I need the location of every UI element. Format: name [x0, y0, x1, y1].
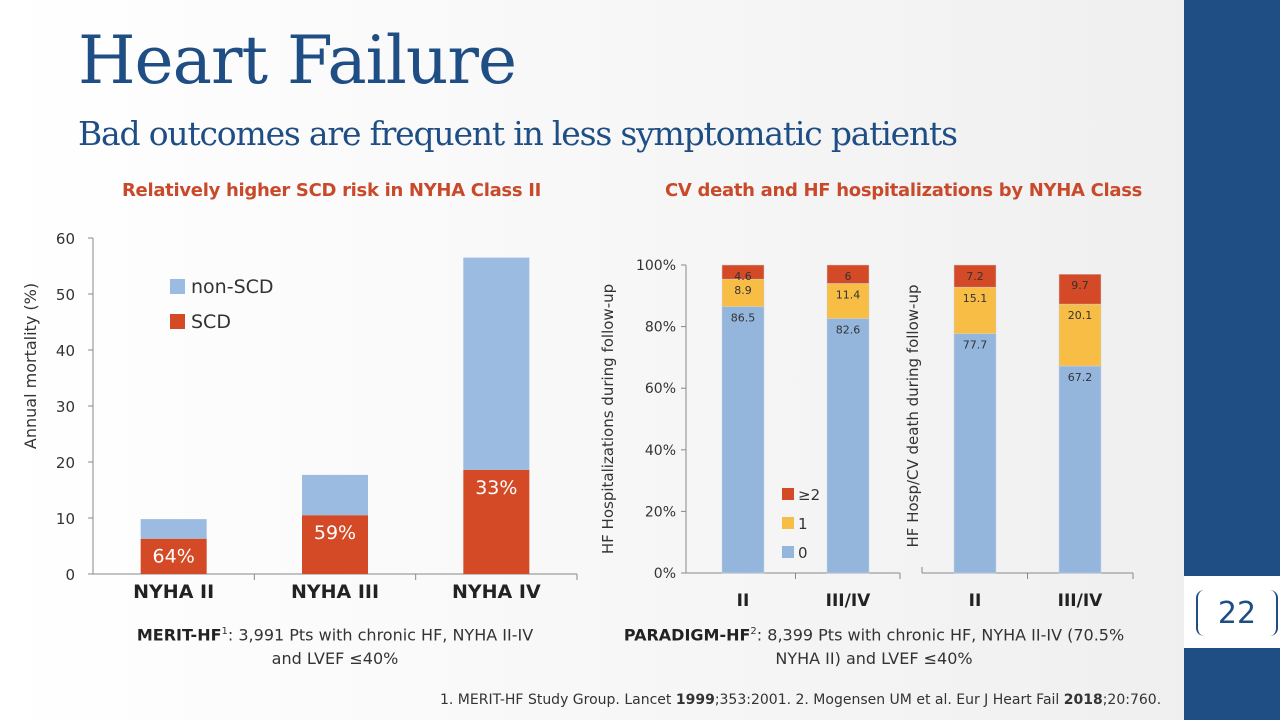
x-tick-label: NYHA III: [291, 581, 379, 603]
segment-value-label: 4.6: [734, 270, 752, 283]
reference-text: ;20:760.: [1102, 692, 1162, 708]
x-tick-label: NYHA II: [133, 581, 214, 603]
y-axis-label: HF Hosp/CV death during follow-up: [904, 285, 922, 548]
legend-label-non-scd: non-SCD: [191, 276, 274, 298]
y-tick-label: 10: [56, 510, 75, 528]
bar-non-scd: [463, 257, 530, 470]
y-tick-label: 60: [56, 230, 75, 248]
y-tick-label: 50: [56, 286, 75, 304]
bar-scd: [302, 515, 368, 574]
y-tick-label: 20%: [645, 504, 676, 520]
stack-segment-2plus: [721, 264, 765, 280]
slide-subtitle: Bad outcomes are frequent in less sympto…: [78, 114, 958, 153]
segment-value-label: 9.7: [1071, 279, 1089, 292]
bar-pct-label: 59%: [314, 522, 356, 544]
legend-swatch: [782, 546, 794, 558]
references: 1. MERIT-HF Study Group. Lancet 1999;353…: [440, 692, 1161, 708]
x-tick-label: NYHA IV: [452, 581, 541, 603]
legend-label: ≥2: [798, 486, 820, 504]
legend-swatch-non-scd: [170, 279, 185, 294]
segment-value-label: 77.7: [963, 339, 988, 352]
reference-year: 2018: [1063, 692, 1103, 708]
paradigm-hf-hosp-chart: 0% 20% 40% 60% 80% 100% 86.5 8.94.6 II 82.6 11.4 6 I…: [599, 258, 901, 611]
caption-text: : 3,991 Pts with chronic HF, NYHA II-IV: [227, 625, 534, 645]
slide-title: Heart Failure: [78, 22, 517, 99]
paradigm-hf-death-chart: 77.7 15.1 7.2 II 67.2 20.1 9.7 III/IV HF Hosp/CV…: [904, 264, 1134, 611]
caption-superscript: 1: [221, 626, 228, 637]
x-tick-label: II: [737, 591, 750, 611]
segment-value-label: 82.6: [836, 324, 861, 337]
y-tick-label: 60%: [645, 381, 676, 397]
right-chart-caption: PARADIGM-HF2: 8,399 Pts with chronic HF,…: [600, 620, 1148, 671]
merit-hf-chart: 0 10 20 30 40 50 60 64% NYHA II 59% NYHA III 33% NYH…: [21, 230, 578, 603]
stack-segment-2plus: [1058, 273, 1102, 305]
legend-swatch: [782, 488, 794, 500]
stack-segment-0: [826, 318, 870, 574]
segment-value-label: 67.2: [1068, 371, 1093, 384]
segment-value-label: 7.2: [966, 270, 984, 283]
stack-segment-1: [953, 286, 997, 334]
bar-scd: [140, 538, 207, 574]
reference-text: ;353:2001. 2. Mogensen UM et al. Eur J H…: [714, 692, 1064, 708]
y-tick-label: 80%: [645, 320, 676, 336]
reference-text: 1. MERIT-HF Study Group. Lancet: [440, 692, 676, 708]
segment-value-label: 15.1: [963, 292, 988, 305]
caption-line2: NYHA II) and LVEF ≤40%: [775, 649, 973, 669]
y-tick-label: 0: [65, 566, 75, 584]
y-tick-label: 30: [56, 398, 75, 416]
y-axis-label: HF Hospitalizations during follow-up: [599, 284, 617, 554]
y-tick-label: 100%: [636, 258, 676, 274]
stack-segment-1: [1058, 303, 1102, 367]
stack-segment-2plus: [953, 264, 997, 288]
bar-non-scd: [140, 519, 207, 539]
right-chart-heading: CV death and HF hospitalizations by NYHA…: [665, 180, 1143, 201]
legend-swatch-scd: [170, 314, 185, 329]
page-number: 22: [1196, 590, 1278, 636]
y-axis-label: Annual mortality (%): [21, 283, 40, 449]
bar-pct-label: 64%: [153, 546, 195, 568]
x-tick-label: III/IV: [1058, 591, 1104, 611]
y-tick-label: 40: [56, 342, 75, 360]
stack-segment-2plus: [826, 264, 870, 284]
segment-value-label: 20.1: [1068, 309, 1093, 322]
left-chart-heading: Relatively higher SCD risk in NYHA Class…: [122, 180, 542, 201]
stack-segment-1: [826, 283, 870, 319]
bar-non-scd: [302, 474, 368, 516]
legend-label: 0: [798, 544, 808, 562]
left-chart-caption: MERIT-HF1: 3,991 Pts with chronic HF, NY…: [110, 620, 560, 671]
page-number-box: [1184, 576, 1280, 648]
segment-value-label: 8.9: [734, 284, 752, 297]
bar-scd: [463, 469, 530, 574]
legend-label-scd: SCD: [191, 311, 231, 333]
x-tick-label: II: [969, 591, 982, 611]
caption-superscript: 2: [750, 626, 757, 637]
x-tick-label: III/IV: [826, 591, 872, 611]
stack-segment-1: [721, 278, 765, 307]
legend-label: 1: [798, 515, 808, 533]
segment-value-label: 6: [845, 270, 852, 283]
y-tick-label: 20: [56, 454, 75, 472]
caption-study-name: PARADIGM-HF: [623, 625, 751, 645]
stack-segment-0: [721, 306, 765, 574]
y-tick-label: 40%: [645, 443, 676, 459]
bar-pct-label: 33%: [475, 477, 517, 499]
legend-swatch: [782, 517, 794, 529]
caption-text: : 8,399 Pts with chronic HF, NYHA II-IV …: [756, 625, 1125, 645]
y-tick-label: 0%: [654, 566, 676, 582]
segment-value-label: 86.5: [731, 312, 756, 325]
caption-study-name: MERIT-HF: [136, 625, 222, 645]
segment-value-label: 11.4: [836, 288, 861, 301]
reference-year: 1999: [675, 692, 715, 708]
stack-segment-0: [1058, 365, 1102, 574]
stack-segment-0: [953, 333, 997, 574]
caption-line2: and LVEF ≤40%: [271, 649, 399, 669]
